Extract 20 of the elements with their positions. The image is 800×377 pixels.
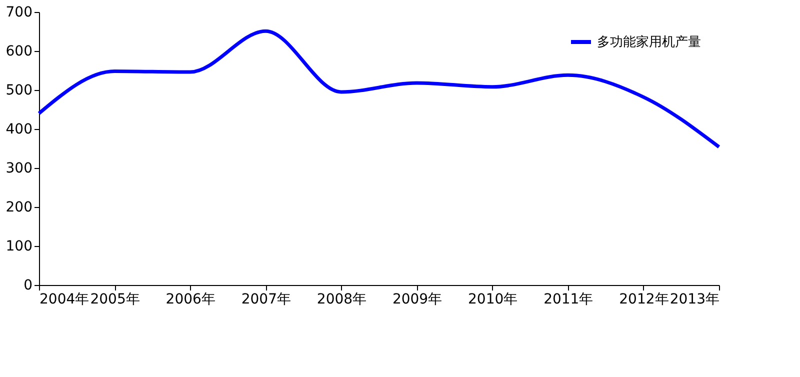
x-tick-label: 2011年	[544, 292, 594, 308]
x-tick-label: 2006年	[166, 292, 216, 308]
x-tick-label: 2004年	[40, 292, 90, 308]
x-tick-label: 2012年	[619, 292, 669, 308]
y-tick-label: 500	[6, 82, 32, 98]
x-tick-label: 2007年	[241, 292, 291, 308]
x-tick-label: 2013年	[670, 292, 720, 308]
legend-label: 多功能家用机产量	[597, 34, 701, 50]
x-tick-label: 2009年	[392, 292, 442, 308]
y-tick-label: 400	[6, 122, 32, 138]
y-tick-label: 300	[6, 160, 32, 176]
x-tick-label: 2005年	[90, 292, 140, 308]
line-series	[37, 29, 721, 149]
y-tick-label: 0	[24, 278, 32, 294]
y-tick-label: 700	[6, 4, 32, 20]
y-tick-label: 100	[6, 238, 32, 254]
y-tick-label: 200	[6, 200, 32, 216]
x-tick-label: 2010年	[468, 292, 518, 308]
y-tick-label: 600	[6, 44, 32, 60]
x-tick-label: 2008年	[316, 292, 367, 308]
